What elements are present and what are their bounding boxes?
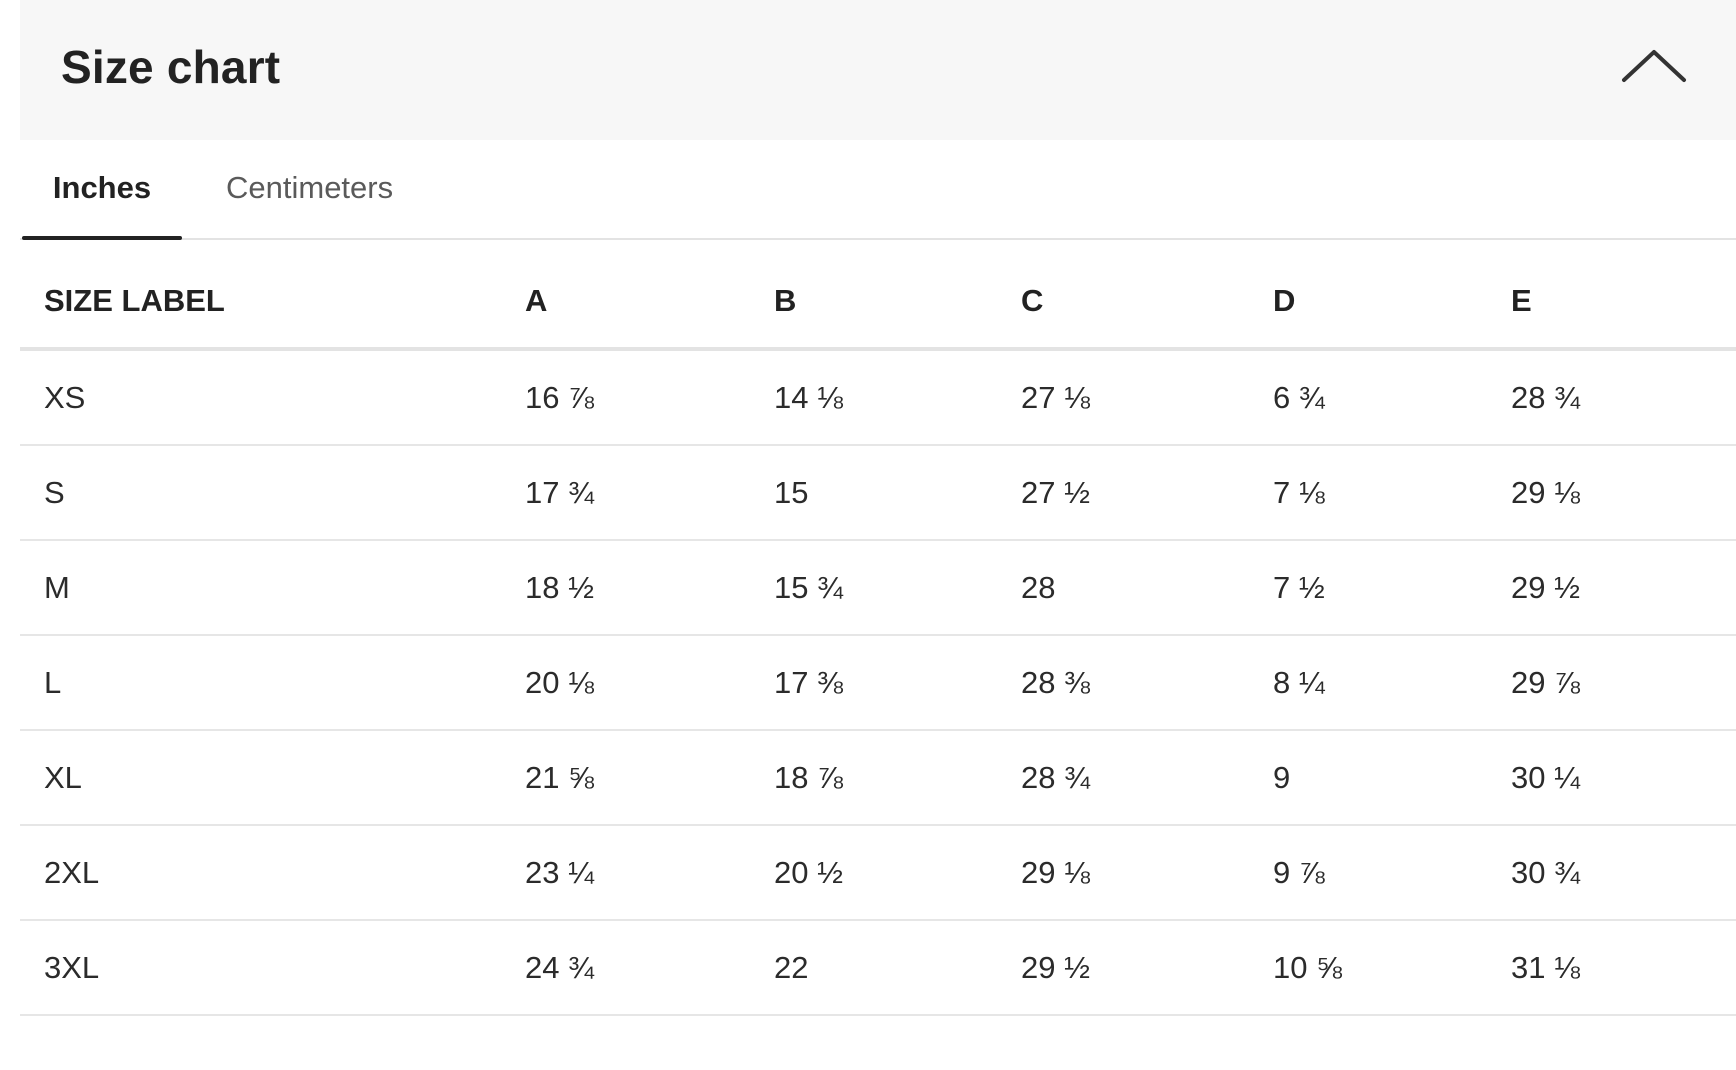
tab-centimeters[interactable]: Centimeters — [226, 170, 394, 205]
measurement-cell: 15 — [750, 445, 997, 541]
unit-tabs: Inches Centimeters — [20, 140, 1736, 240]
size-label-cell: L — [20, 635, 501, 731]
measurement-cell: 28 ¾ — [1487, 349, 1736, 446]
table-row: M 18 ½ 15 ¾ 28 7 ½ 29 ½ — [20, 540, 1736, 636]
column-header-c: C — [997, 255, 1249, 351]
table-header-row: SIZE LABEL A B C D E — [20, 255, 1736, 351]
measurement-cell: 28 ⅜ — [997, 635, 1249, 731]
size-label-cell: XL — [20, 730, 501, 826]
measurement-cell: 10 ⅝ — [1249, 920, 1487, 1016]
measurement-cell: 29 ⅞ — [1487, 635, 1736, 731]
size-label-cell: XS — [20, 349, 501, 446]
table-row: XL 21 ⅝ 18 ⅞ 28 ¾ 9 30 ¼ — [20, 730, 1736, 826]
size-table: SIZE LABEL A B C D E XS 16 ⅞ 14 ⅛ 27 ⅛ 6… — [20, 255, 1736, 1016]
measurement-cell: 28 ¾ — [997, 730, 1249, 826]
column-header-b: B — [750, 255, 997, 351]
measurement-cell: 29 ⅛ — [1487, 445, 1736, 541]
measurement-cell: 27 ½ — [997, 445, 1249, 541]
column-header-a: A — [501, 255, 750, 351]
measurement-cell: 17 ⅜ — [750, 635, 997, 731]
size-chart-panel: Size chart Inches Centimeters SIZE LABEL… — [20, 0, 1736, 1070]
measurement-cell: 30 ¾ — [1487, 825, 1736, 921]
measurement-cell: 21 ⅝ — [501, 730, 750, 826]
measurement-cell: 20 ½ — [750, 825, 997, 921]
table-row: L 20 ⅛ 17 ⅜ 28 ⅜ 8 ¼ 29 ⅞ — [20, 635, 1736, 731]
tab-inches[interactable]: Inches — [22, 140, 182, 240]
column-header-size-label: SIZE LABEL — [20, 255, 501, 351]
measurement-cell: 9 ⅞ — [1249, 825, 1487, 921]
measurement-cell: 29 ⅛ — [997, 825, 1249, 921]
measurement-cell: 9 — [1249, 730, 1487, 826]
measurement-cell: 7 ⅛ — [1249, 445, 1487, 541]
size-label-cell: 3XL — [20, 920, 501, 1016]
table-row: 3XL 24 ¾ 22 29 ½ 10 ⅝ 31 ⅛ — [20, 920, 1736, 1016]
measurement-cell: 20 ⅛ — [501, 635, 750, 731]
measurement-cell: 17 ¾ — [501, 445, 750, 541]
measurement-cell: 31 ⅛ — [1487, 920, 1736, 1016]
measurement-cell: 6 ¾ — [1249, 349, 1487, 446]
measurement-cell: 30 ¼ — [1487, 730, 1736, 826]
column-header-e: E — [1487, 255, 1736, 351]
size-label-cell: 2XL — [20, 825, 501, 921]
size-chart-header[interactable]: Size chart — [20, 0, 1736, 140]
measurement-cell: 18 ⅞ — [750, 730, 997, 826]
table-row: 2XL 23 ¼ 20 ½ 29 ⅛ 9 ⅞ 30 ¾ — [20, 825, 1736, 921]
table-row: S 17 ¾ 15 27 ½ 7 ⅛ 29 ⅛ — [20, 445, 1736, 541]
size-label-cell: S — [20, 445, 501, 541]
table-row: XS 16 ⅞ 14 ⅛ 27 ⅛ 6 ¾ 28 ¾ — [20, 349, 1736, 446]
size-chart-title: Size chart — [61, 41, 281, 93]
measurement-cell: 27 ⅛ — [997, 349, 1249, 446]
column-header-d: D — [1249, 255, 1487, 351]
collapse-button[interactable] — [1618, 42, 1690, 98]
measurement-cell: 8 ¼ — [1249, 635, 1487, 731]
measurement-cell: 24 ¾ — [501, 920, 750, 1016]
measurement-cell: 23 ¼ — [501, 825, 750, 921]
measurement-cell: 29 ½ — [1487, 540, 1736, 636]
measurement-cell: 7 ½ — [1249, 540, 1487, 636]
measurement-cell: 15 ¾ — [750, 540, 997, 636]
measurement-cell: 28 — [997, 540, 1249, 636]
measurement-cell: 16 ⅞ — [501, 349, 750, 446]
measurement-cell: 29 ½ — [997, 920, 1249, 1016]
size-label-cell: M — [20, 540, 501, 636]
chevron-up-icon — [1622, 50, 1686, 82]
measurement-cell: 22 — [750, 920, 997, 1016]
measurement-cell: 18 ½ — [501, 540, 750, 636]
measurement-cell: 14 ⅛ — [750, 349, 997, 446]
